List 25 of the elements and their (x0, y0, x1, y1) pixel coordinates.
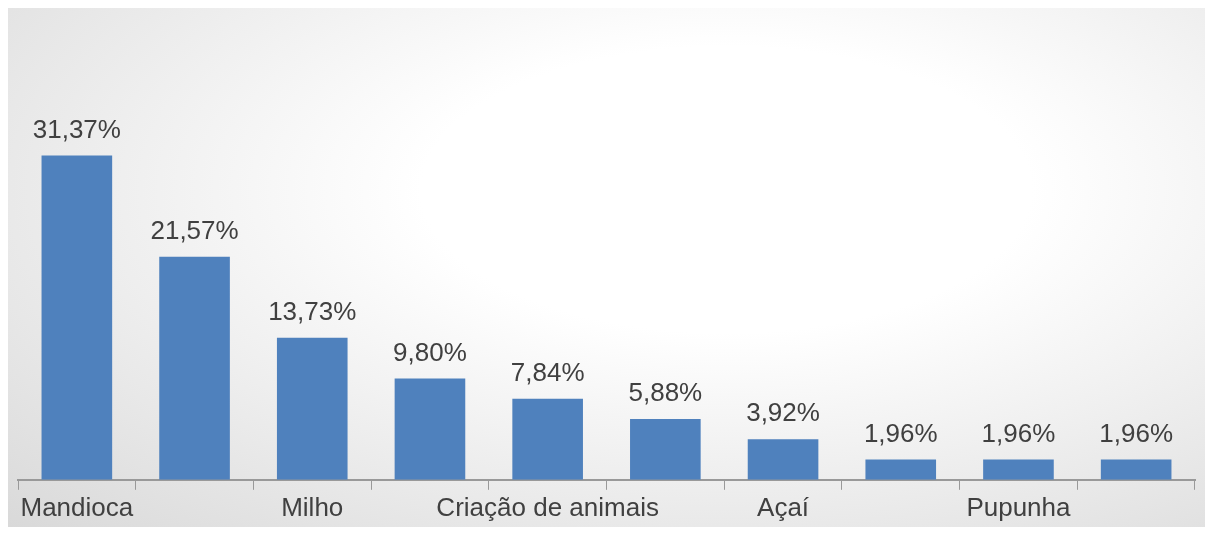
x-tick-label: Milho (281, 491, 344, 522)
bar (276, 337, 348, 480)
bar (630, 419, 701, 480)
data-label: 13,73% (268, 296, 357, 327)
x-tick-label: Mandioca (20, 491, 134, 522)
data-label: 1,96% (1099, 417, 1174, 448)
bar (394, 378, 466, 480)
data-label: 1,96% (863, 417, 938, 448)
x-tick-label: Açaí (757, 491, 810, 522)
x-tick-label: Pupunha (966, 491, 1072, 522)
data-label: 1,96% (981, 417, 1056, 448)
data-label: 21,57% (150, 215, 239, 245)
data-label: 31,37% (32, 113, 121, 144)
x-tick-label: Criação de animais (436, 491, 659, 522)
bar (747, 439, 819, 480)
data-label: 3,92% (746, 397, 820, 428)
bar (512, 398, 583, 480)
bar (159, 256, 230, 480)
bar (983, 459, 1054, 480)
bar (865, 459, 937, 480)
data-label: 7,84% (510, 356, 585, 387)
bar (1100, 459, 1172, 480)
data-label: 5,88% (628, 377, 703, 408)
bar (41, 155, 113, 480)
data-label: 9,80% (393, 336, 467, 367)
